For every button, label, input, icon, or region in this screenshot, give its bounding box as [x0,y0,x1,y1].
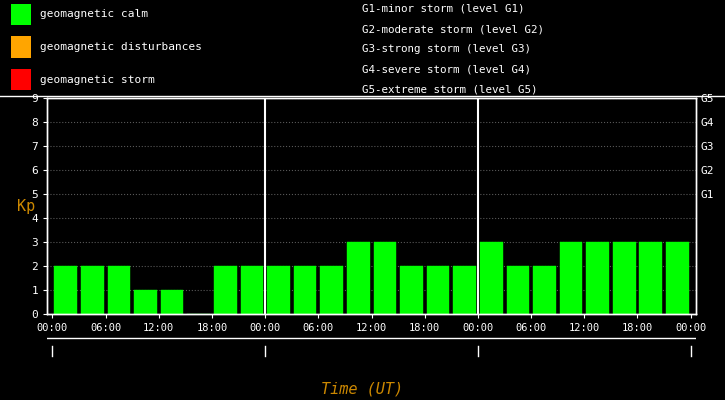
Bar [54,266,77,314]
Bar [214,266,236,314]
Bar [666,242,689,314]
Bar [613,242,636,314]
Bar [11,4,31,25]
Bar [639,242,662,314]
Bar [427,266,450,314]
Text: G4-severe storm (level G4): G4-severe storm (level G4) [362,64,531,74]
Y-axis label: Kp: Kp [17,198,35,214]
Bar [107,266,130,314]
Text: geomagnetic calm: geomagnetic calm [40,9,148,19]
Bar [560,242,582,314]
Bar [400,266,423,314]
Text: geomagnetic storm: geomagnetic storm [40,75,154,85]
Bar [294,266,316,314]
Bar [81,266,104,314]
Text: G3-strong storm (level G3): G3-strong storm (level G3) [362,44,531,54]
Bar [11,69,31,90]
Text: G1-minor storm (level G1): G1-minor storm (level G1) [362,4,525,14]
Text: G2-moderate storm (level G2): G2-moderate storm (level G2) [362,24,544,34]
Bar [161,290,183,314]
Bar [134,290,157,314]
Bar [320,266,343,314]
Bar [373,242,396,314]
Bar [347,242,370,314]
Bar [11,36,31,58]
Text: geomagnetic disturbances: geomagnetic disturbances [40,42,202,52]
Bar [268,266,290,314]
Text: G5-extreme storm (level G5): G5-extreme storm (level G5) [362,84,538,94]
Text: Time (UT): Time (UT) [321,381,404,396]
Bar [533,266,556,314]
Bar [453,266,476,314]
Bar [480,242,502,314]
Bar [241,266,263,314]
Bar [587,242,609,314]
Bar [507,266,529,314]
